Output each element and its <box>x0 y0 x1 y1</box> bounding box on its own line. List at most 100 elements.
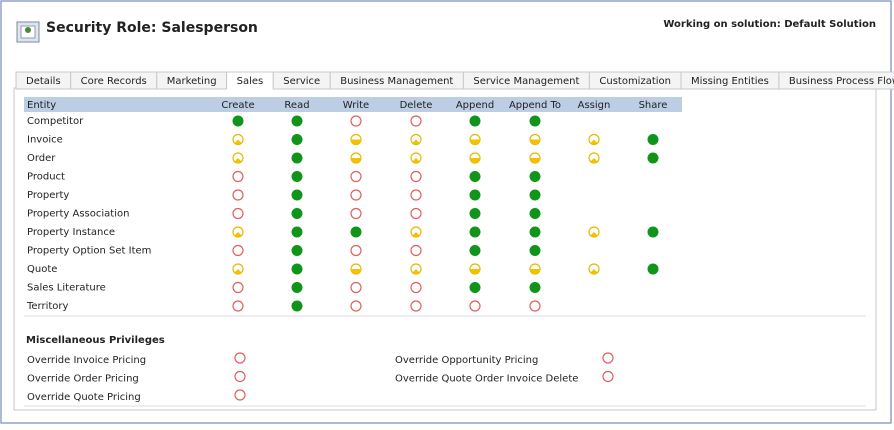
icon-fill <box>590 269 598 274</box>
privilege-icon[interactable] <box>291 171 303 182</box>
privilege-icon[interactable] <box>647 226 659 238</box>
privilege-icon[interactable] <box>232 152 244 164</box>
privilege-icon[interactable] <box>350 133 362 146</box>
tab-label[interactable]: Service Management <box>473 76 579 87</box>
privilege-icon[interactable] <box>291 282 303 293</box>
privilege-icon[interactable] <box>602 352 614 364</box>
privilege-icon[interactable] <box>529 208 541 219</box>
privilege-icon[interactable] <box>350 263 362 275</box>
privilege-icon[interactable] <box>291 115 303 127</box>
privilege-icon[interactable] <box>410 152 422 164</box>
privilege-icon[interactable] <box>469 300 481 312</box>
privilege-icon[interactable] <box>350 152 362 164</box>
privilege-icon[interactable] <box>529 115 541 127</box>
privilege-icon[interactable] <box>234 389 246 401</box>
privilege-icon[interactable] <box>291 189 303 201</box>
privilege-icon[interactable] <box>410 133 422 146</box>
privilege-icon[interactable] <box>232 189 244 201</box>
privilege-icon[interactable] <box>529 152 541 164</box>
privilege-icon[interactable] <box>647 134 659 145</box>
privilege-icon[interactable] <box>410 115 422 127</box>
privilege-icon[interactable] <box>529 189 541 201</box>
privilege-icon[interactable] <box>232 281 244 294</box>
tab-label[interactable]: Marketing <box>167 76 217 87</box>
column-header: Write <box>343 100 369 111</box>
privilege-icon[interactable] <box>410 170 422 183</box>
privilege-icon[interactable] <box>529 171 541 182</box>
privilege-icon[interactable] <box>469 189 481 201</box>
privilege-icon[interactable] <box>410 244 422 257</box>
privilege-icon[interactable] <box>291 245 303 256</box>
privilege-icon[interactable] <box>291 263 303 275</box>
privilege-icon[interactable] <box>232 263 244 275</box>
privilege-name: Override Opportunity Pricing <box>395 355 538 366</box>
privilege-icon[interactable] <box>234 370 246 383</box>
privilege-icon[interactable] <box>232 133 244 146</box>
icon-fill <box>350 226 362 238</box>
privilege-icon[interactable] <box>232 115 244 127</box>
privilege-icon[interactable] <box>232 244 244 257</box>
privilege-icon[interactable] <box>469 208 481 219</box>
privilege-icon[interactable] <box>410 226 422 238</box>
privilege-icon[interactable] <box>469 133 481 146</box>
privilege-icon[interactable] <box>410 263 422 275</box>
privilege-icon[interactable] <box>410 189 422 201</box>
privilege-icon[interactable] <box>350 300 362 312</box>
icon-ring <box>350 170 362 183</box>
privilege-icon[interactable] <box>647 152 659 164</box>
privilege-icon[interactable] <box>647 263 659 275</box>
privilege-icon[interactable] <box>410 207 422 220</box>
privilege-icon[interactable] <box>350 226 362 238</box>
privilege-icon[interactable] <box>469 115 481 127</box>
privilege-icon[interactable] <box>350 170 362 183</box>
privilege-icon[interactable] <box>469 245 481 256</box>
privilege-icon[interactable] <box>469 171 481 182</box>
privilege-icon[interactable] <box>350 115 362 127</box>
privilege-icon[interactable] <box>291 208 303 219</box>
privilege-icon[interactable] <box>232 226 244 238</box>
tab[interactable] <box>778 71 894 90</box>
tab-label[interactable]: Service <box>283 76 320 87</box>
privilege-icon[interactable] <box>410 281 422 294</box>
privilege-icon[interactable] <box>410 300 422 312</box>
tab-label[interactable]: Core Records <box>81 76 147 87</box>
privilege-icon[interactable] <box>588 133 600 146</box>
privilege-icon[interactable] <box>588 226 600 238</box>
privilege-icon[interactable] <box>529 133 541 146</box>
tab-label[interactable]: Missing Entities <box>691 76 769 87</box>
privilege-name: Override Invoice Pricing <box>27 355 146 366</box>
privilege-icon[interactable] <box>291 300 303 312</box>
privilege-icon[interactable] <box>350 244 362 257</box>
privilege-icon[interactable] <box>529 245 541 256</box>
privilege-icon[interactable] <box>232 170 244 183</box>
privilege-icon[interactable] <box>529 226 541 238</box>
tab-label[interactable]: Sales <box>237 76 264 87</box>
tab-label[interactable]: Details <box>26 76 61 87</box>
tab-label[interactable]: Business Process Flows <box>789 76 894 87</box>
privilege-icon[interactable] <box>232 300 244 312</box>
icon-fill <box>469 226 481 238</box>
privilege-icon[interactable] <box>588 152 600 164</box>
icon-fill <box>590 232 598 237</box>
privilege-icon[interactable] <box>469 152 481 164</box>
icon-fill <box>234 158 242 163</box>
privilege-icon[interactable] <box>529 282 541 293</box>
tab-label[interactable]: Customization <box>599 76 671 87</box>
privilege-icon[interactable] <box>350 189 362 201</box>
privilege-icon[interactable] <box>234 352 246 364</box>
privilege-icon[interactable] <box>469 282 481 293</box>
tab-label[interactable]: Business Management <box>340 76 453 87</box>
privilege-icon[interactable] <box>529 300 541 312</box>
icon-fill <box>529 115 541 127</box>
privilege-icon[interactable] <box>602 370 614 383</box>
privilege-icon[interactable] <box>529 263 541 275</box>
privilege-icon[interactable] <box>291 134 303 145</box>
privilege-icon[interactable] <box>350 207 362 220</box>
privilege-icon[interactable] <box>291 152 303 164</box>
privilege-icon[interactable] <box>469 263 481 275</box>
privilege-icon[interactable] <box>588 263 600 275</box>
privilege-icon[interactable] <box>469 226 481 238</box>
privilege-icon[interactable] <box>291 226 303 238</box>
privilege-icon[interactable] <box>350 281 362 294</box>
privilege-icon[interactable] <box>232 207 244 220</box>
